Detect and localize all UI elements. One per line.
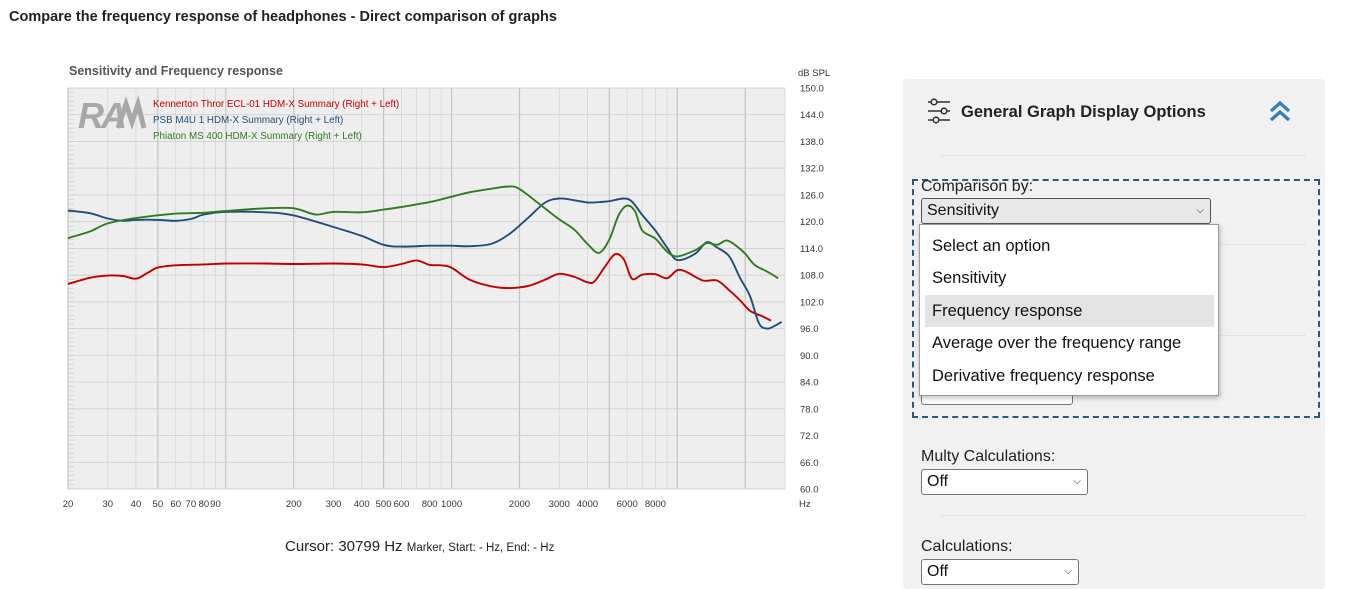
- option-sensitivity[interactable]: Sensitivity: [932, 269, 1007, 287]
- legend-entry: Kennerton Thror ECL-01 HDM-X Summary (Ri…: [153, 99, 399, 110]
- y-tick-label: 150.0: [800, 84, 824, 95]
- x-unit-label: Hz: [799, 499, 811, 510]
- y-tick-label: 108.0: [800, 271, 824, 282]
- cursor-readout: Cursor: 30799 Hz Marker, Start: - Hz, En…: [285, 538, 554, 555]
- panel-title: General Graph Display Options: [961, 103, 1206, 121]
- y-unit-label: dB SPL: [798, 68, 830, 79]
- x-tick-label: 400: [354, 499, 370, 510]
- y-tick-label: 90.0: [800, 351, 819, 362]
- comparison-dropdown[interactable]: Select an option Sensitivity Frequency r…: [919, 224, 1219, 396]
- x-tick-label: 8000: [645, 499, 666, 510]
- y-tick-label: 132.0: [800, 164, 824, 175]
- multy-calculations-select[interactable]: Off ⌵: [921, 469, 1088, 495]
- series-line: [67, 185, 779, 280]
- x-tick-label: 4000: [577, 499, 598, 510]
- chevron-down-icon: ⌵: [1196, 205, 1204, 216]
- legend-entry: PSB M4U 1 HDM-X Summary (Right + Left): [153, 115, 343, 126]
- series-line: [67, 252, 772, 322]
- divider: [941, 155, 1305, 156]
- x-tick-label: 500: [376, 499, 392, 510]
- ram-logo: R A: [78, 95, 147, 136]
- x-tick-label: 90: [210, 499, 221, 510]
- y-tick-label: 96.0: [800, 324, 819, 335]
- panel-header[interactable]: General Graph Display Options: [927, 97, 1301, 127]
- x-tick-label: 600: [394, 499, 410, 510]
- x-tick-label: 3000: [549, 499, 570, 510]
- page-title: Compare the frequency response of headph…: [9, 9, 557, 25]
- svg-text:R: R: [78, 95, 104, 136]
- series-line: [67, 197, 783, 330]
- multy-calculations-value: Off: [927, 473, 949, 490]
- double-chevron-up-icon[interactable]: [1268, 99, 1292, 123]
- x-tick-label: 40: [131, 499, 142, 510]
- comparison-select[interactable]: Sensitivity ⌵: [921, 198, 1211, 224]
- option-select-an-option[interactable]: Select an option: [932, 237, 1051, 255]
- sliders-icon: [928, 98, 950, 124]
- graph-options-panel: General Graph Display Options Comparison…: [903, 79, 1325, 589]
- y-tick-label: 120.0: [800, 217, 824, 228]
- x-tick-label: 200: [286, 499, 302, 510]
- y-tick-label: 72.0: [800, 431, 819, 442]
- comparison-label: Comparison by:: [921, 178, 1034, 195]
- calculations-select[interactable]: Off ⌵: [921, 559, 1079, 585]
- comparison-focus-outline: [912, 179, 1320, 418]
- y-tick-label: 114.0: [800, 244, 823, 255]
- x-tick-label: 6000: [617, 499, 638, 510]
- frequency-response-chart[interactable]: R A Kennerton Thror ECL-01 HDM-X Summary…: [0, 0, 860, 530]
- x-tick-label: 60: [170, 499, 181, 510]
- x-tick-label: 30: [102, 499, 113, 510]
- y-tick-label: 78.0: [800, 404, 819, 415]
- divider: [941, 515, 1305, 516]
- comparison-selected-value: Sensitivity: [927, 202, 1000, 219]
- y-tick-label: 60.0: [800, 485, 819, 496]
- x-tick-label: 800: [422, 499, 438, 510]
- chart-title: Sensitivity and Frequency response: [69, 64, 283, 78]
- plot-area[interactable]: [68, 88, 785, 489]
- calculations-label: Calculations:: [921, 538, 1013, 555]
- x-tick-label: 1000: [441, 499, 462, 510]
- y-tick-label: 126.0: [800, 190, 824, 201]
- x-tick-label: 80: [199, 499, 210, 510]
- x-tick-label: 300: [326, 499, 342, 510]
- x-tick-label: 50: [153, 499, 164, 510]
- legend-entry: Phiaton MS 400 HDM-X Summary (Right + Le…: [153, 131, 362, 142]
- cursor-frequency: Cursor: 30799 Hz: [285, 538, 403, 555]
- chevron-down-icon: ⌵: [1064, 566, 1072, 577]
- y-tick-label: 84.0: [800, 378, 819, 389]
- y-tick-label: 144.0: [800, 110, 824, 121]
- y-tick-label: 66.0: [800, 458, 819, 469]
- multy-calculations-label: Multy Calculations:: [921, 448, 1056, 465]
- x-tick-label: 70: [186, 499, 197, 510]
- option-derivative-frequency-response[interactable]: Derivative frequency response: [932, 367, 1155, 385]
- calculations-value: Off: [927, 563, 949, 580]
- marker-range: Marker, Start: - Hz, End: - Hz: [406, 542, 555, 554]
- chevron-down-icon: ⌵: [1073, 476, 1081, 487]
- y-tick-label: 102.0: [800, 297, 824, 308]
- x-tick-label: 20: [63, 499, 74, 510]
- x-tick-label: 2000: [509, 499, 530, 510]
- y-tick-label: 138.0: [800, 137, 824, 148]
- option-frequency-response[interactable]: Frequency response: [925, 295, 1214, 327]
- option-average-frequency-range[interactable]: Average over the frequency range: [932, 334, 1182, 352]
